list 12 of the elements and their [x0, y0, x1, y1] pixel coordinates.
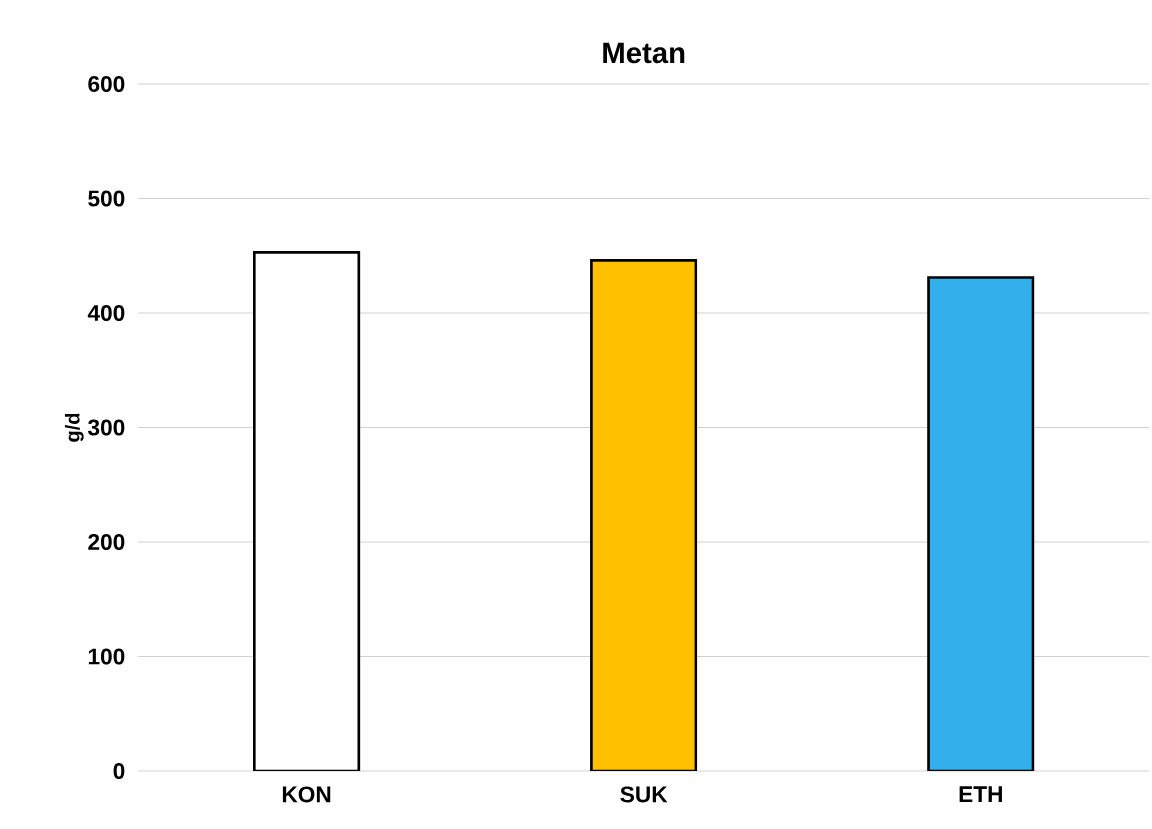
- y-tick-label: 500: [88, 190, 125, 207]
- y-tick-label: 200: [88, 533, 125, 551]
- y-tick-label: 0: [113, 762, 125, 780]
- y-tick-label: 400: [87, 304, 125, 322]
- x-tick-label: ETH: [959, 786, 1002, 802]
- y-tick-label: 300: [88, 419, 125, 436]
- x-tick-label: KON: [282, 786, 331, 803]
- x-tick-label: SUK: [620, 786, 668, 803]
- y-tick-label: 600: [88, 75, 125, 93]
- y-axis-title: g/d: [64, 413, 84, 442]
- y-tick-label: 100: [88, 648, 125, 665]
- chart-title: Metan: [603, 42, 685, 64]
